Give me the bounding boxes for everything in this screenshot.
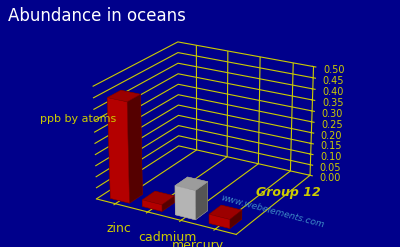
Text: Group 12: Group 12: [256, 186, 320, 199]
Text: Abundance in oceans: Abundance in oceans: [8, 7, 186, 25]
Text: www.webelements.com: www.webelements.com: [219, 193, 325, 229]
Text: ppb by atoms: ppb by atoms: [40, 114, 116, 124]
